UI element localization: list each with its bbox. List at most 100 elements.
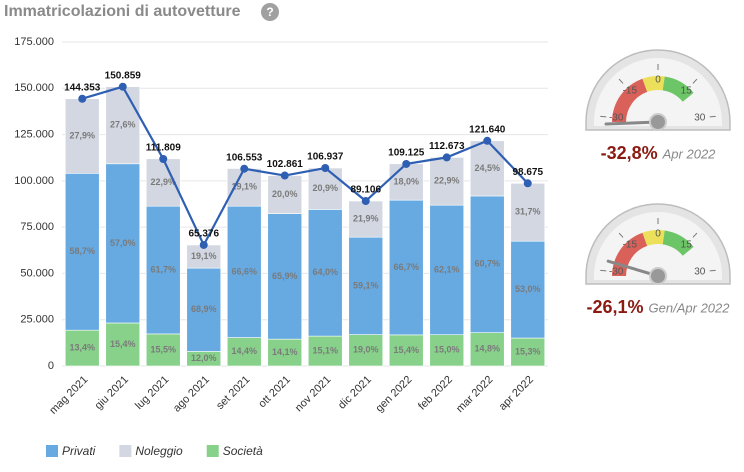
segment-label: 68,9% bbox=[191, 304, 217, 314]
total-point bbox=[118, 82, 127, 91]
bar-segment bbox=[429, 157, 465, 206]
gauge-band bbox=[612, 78, 648, 122]
bar-segment bbox=[226, 168, 262, 207]
segment-label: 15,1% bbox=[312, 345, 338, 355]
gauge-value: -32,8% bbox=[601, 143, 658, 163]
total-point bbox=[523, 179, 532, 188]
total-point bbox=[442, 153, 451, 162]
y-tick-label: 50.000 bbox=[20, 267, 54, 279]
total-label: 106.553 bbox=[226, 152, 263, 163]
total-line bbox=[81, 85, 529, 248]
total-label: 112.673 bbox=[429, 141, 465, 152]
total-label: 109.125 bbox=[388, 148, 425, 159]
gauge-caption: Apr 2022 bbox=[662, 146, 717, 161]
bar-segment bbox=[348, 200, 384, 238]
gauge-hub bbox=[649, 267, 667, 285]
bar-segment bbox=[307, 167, 343, 210]
total-label: 150.859 bbox=[105, 70, 142, 81]
gauge-tick bbox=[692, 78, 698, 84]
gauge-value: -26,1% bbox=[587, 297, 644, 317]
segment-label: 15,5% bbox=[150, 344, 176, 354]
bar-segment bbox=[469, 195, 505, 333]
bar-segment bbox=[469, 332, 505, 367]
y-tick-label: 25.000 bbox=[20, 314, 54, 326]
segment-label: 60,7% bbox=[474, 259, 500, 269]
gauge-tick-label: 0 bbox=[655, 75, 661, 86]
x-tick-label: mag 2021 bbox=[47, 374, 90, 417]
x-tick-label: nov 2021 bbox=[293, 374, 333, 414]
bar-segment bbox=[348, 334, 384, 367]
segment-label: 53,0% bbox=[515, 284, 541, 294]
help-icon-text[interactable]: ? bbox=[266, 5, 273, 19]
segment-label: 15,4% bbox=[393, 345, 419, 355]
gauge-hub bbox=[649, 113, 667, 131]
bar-segment bbox=[510, 337, 546, 367]
gauge: -30 -15 0 15 30 bbox=[585, 49, 731, 131]
segment-label: 19,1% bbox=[191, 251, 217, 261]
segment-label: 15,3% bbox=[515, 346, 541, 356]
total-label: 121.640 bbox=[469, 124, 506, 135]
y-tick-label: 125.000 bbox=[14, 128, 54, 140]
bar-segment bbox=[105, 322, 141, 367]
total-point bbox=[159, 154, 168, 163]
gauge-caption: Gen/Apr 2022 bbox=[649, 300, 731, 315]
gauge-tick bbox=[618, 78, 624, 84]
total-point bbox=[199, 240, 208, 249]
x-tick-label: ago 2021 bbox=[171, 374, 212, 415]
bar-segment bbox=[267, 213, 303, 340]
bar-segment bbox=[105, 86, 141, 165]
x-tick-label: set 2021 bbox=[214, 374, 252, 412]
total-label: 102.861 bbox=[267, 159, 304, 170]
chart-title: Immatricolazioni di autovetture bbox=[4, 3, 241, 20]
bar-segment bbox=[388, 163, 424, 201]
total-point bbox=[402, 159, 411, 168]
gauge-band bbox=[662, 76, 694, 102]
legend-label: Noleggio bbox=[135, 444, 183, 458]
total-label: 111.809 bbox=[146, 143, 181, 154]
segment-label: 27,6% bbox=[110, 120, 136, 130]
gauge-tick-label: 30 bbox=[694, 267, 706, 278]
gauge-tick bbox=[600, 269, 607, 272]
x-tick-label: ott 2021 bbox=[256, 374, 293, 411]
segment-label: 31,7% bbox=[515, 207, 541, 217]
legend-swatch bbox=[119, 445, 132, 457]
total-label: 106.937 bbox=[307, 152, 344, 163]
segment-label: 22,9% bbox=[434, 176, 460, 186]
x-tick-label: mar 2022 bbox=[454, 374, 495, 415]
segment-label: 58,7% bbox=[69, 246, 95, 256]
bar-segment bbox=[226, 205, 262, 338]
legend-label: Privati bbox=[62, 444, 96, 458]
segment-label: 18,0% bbox=[393, 176, 419, 186]
segment-label: 19,1% bbox=[231, 182, 257, 192]
total-point bbox=[361, 197, 370, 206]
segment-label: 20,9% bbox=[312, 183, 338, 193]
gauge-tick-label: -15 bbox=[623, 86, 638, 97]
segment-label: 59,1% bbox=[353, 280, 379, 290]
bar-segment bbox=[307, 209, 343, 337]
bar-segment bbox=[429, 204, 465, 336]
segment-label: 14,8% bbox=[474, 344, 500, 354]
bar-segment bbox=[267, 338, 303, 367]
gauge-tick bbox=[709, 269, 716, 272]
gauge-tick-label: -30 bbox=[609, 267, 624, 278]
help-icon[interactable] bbox=[261, 3, 279, 21]
gauge-tick-label: 30 bbox=[694, 113, 706, 124]
bar-segment bbox=[145, 333, 181, 367]
segment-label: 15,4% bbox=[110, 339, 136, 349]
gauge-tick-label: -15 bbox=[623, 240, 638, 251]
segment-label: 66,6% bbox=[231, 266, 257, 276]
bar-segment bbox=[307, 335, 343, 367]
segment-label: 22,9% bbox=[150, 177, 176, 187]
segment-label: 21,9% bbox=[353, 213, 379, 223]
segment-label: 14,1% bbox=[272, 347, 298, 357]
total-point bbox=[280, 171, 289, 180]
y-tick-label: 0 bbox=[48, 360, 54, 372]
legend-swatch bbox=[46, 445, 58, 457]
total-point bbox=[240, 164, 249, 173]
gauge-tick bbox=[600, 115, 607, 118]
y-tick-label: 175.000 bbox=[14, 36, 54, 48]
gauge-tick-label: -30 bbox=[609, 113, 624, 124]
bar-segment bbox=[510, 240, 546, 339]
